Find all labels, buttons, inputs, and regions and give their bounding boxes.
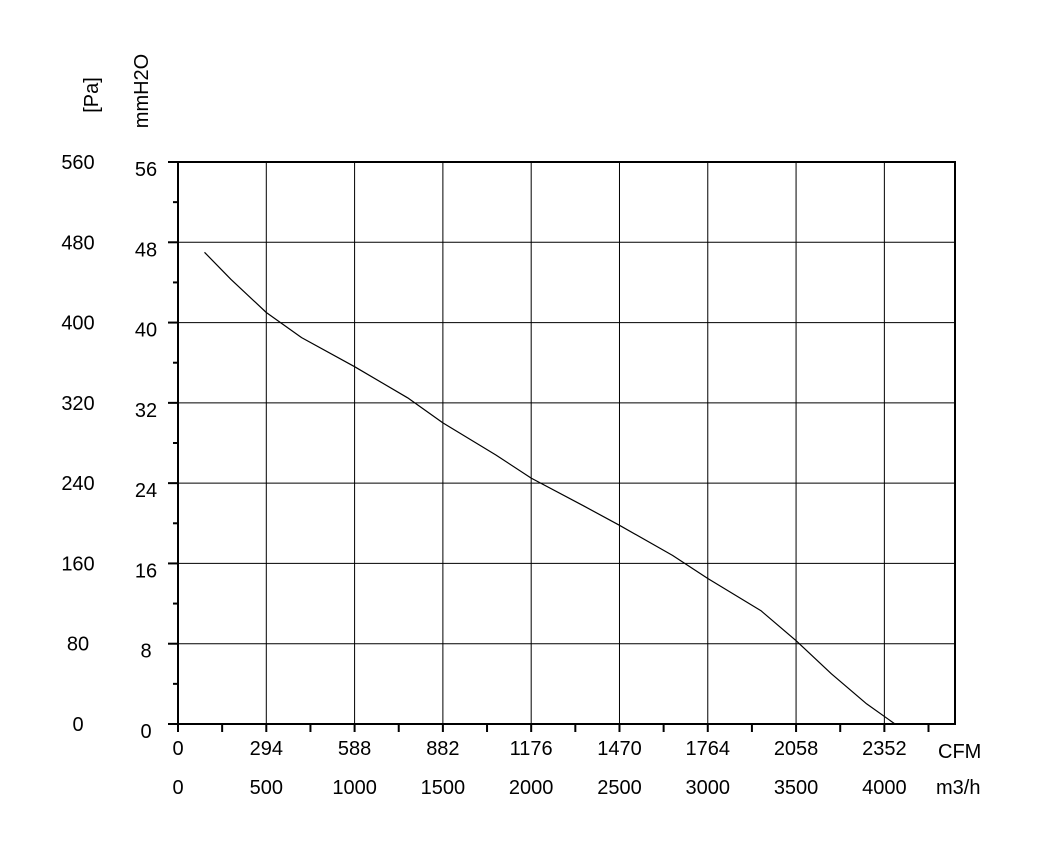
y-tick-label-pa: 160 <box>61 553 94 575</box>
y-tick-label-pa: 400 <box>61 313 94 335</box>
y-tick-label-pa: 80 <box>67 634 89 656</box>
x-tick-label-cfm: 882 <box>426 738 459 760</box>
x-tick-label-m3h: 1000 <box>332 777 377 799</box>
x-axis-label-m3h: m3/h <box>936 777 980 799</box>
series-line <box>204 251 896 725</box>
x-tick-label-cfm: 2352 <box>862 738 907 760</box>
y-tick-label-mmh2o: 0 <box>140 721 151 743</box>
x-tick-label-m3h: 2000 <box>509 777 554 799</box>
x-axis-label-cfm: CFM <box>938 741 981 763</box>
y-tick-label-mmh2o: 8 <box>140 641 151 663</box>
x-tick-label-m3h: 4000 <box>862 777 907 799</box>
y-tick-label-pa: 240 <box>61 473 94 495</box>
y-axis-label-mmh2o: mmH2O <box>131 54 153 128</box>
x-tick-label-cfm: 1470 <box>597 738 642 760</box>
grid-layer <box>178 162 955 724</box>
label-layer: [Pa] mmH2O CFM m3/h <box>81 54 981 799</box>
y-tick-label-pa: 0 <box>72 714 83 736</box>
y-axis-label-pa: [Pa] <box>81 77 103 113</box>
x-tick-label-m3h: 3500 <box>774 777 819 799</box>
y-tick-label-pa: 320 <box>61 393 94 415</box>
y-tick-label-pa: 480 <box>61 232 94 254</box>
x-tick-label-cfm: 2058 <box>774 738 819 760</box>
y-tick-label-mmh2o: 56 <box>135 159 157 181</box>
x-tick-label-m3h: 500 <box>250 777 283 799</box>
x-tick-label-cfm: 1764 <box>686 738 731 760</box>
x-tick-label-cfm: 294 <box>250 738 283 760</box>
x-tick-label-cfm: 588 <box>338 738 371 760</box>
y-tick-label-mmh2o: 40 <box>135 320 157 342</box>
y-tick-label-mmh2o: 24 <box>135 480 157 502</box>
x-tick-label-m3h: 3000 <box>686 777 731 799</box>
y-tick-label-mmh2o: 32 <box>135 400 157 422</box>
x-tick-label-cfm: 1176 <box>510 738 553 760</box>
x-tick-label-cfm: 0 <box>172 738 183 760</box>
series-layer <box>204 251 896 725</box>
y-tick-label-mmh2o: 16 <box>135 560 157 582</box>
x-tick-label-m3h: 1500 <box>421 777 466 799</box>
y-tick-label-mmh2o: 48 <box>135 239 157 261</box>
x-tick-label-m3h: 2500 <box>597 777 642 799</box>
plot-frame <box>177 161 956 725</box>
x-tick-label-m3h: 0 <box>172 777 183 799</box>
y-tick-label-pa: 560 <box>61 152 94 174</box>
